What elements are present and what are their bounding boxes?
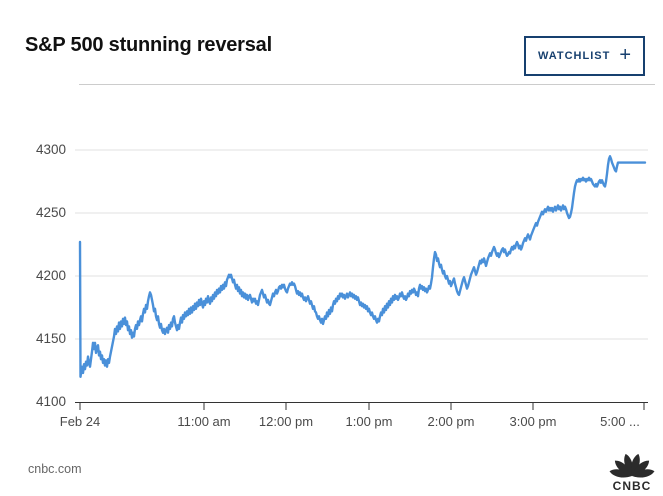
- x-axis-tick-label: 5:00 ...: [600, 414, 640, 429]
- header-divider: [79, 84, 655, 85]
- peacock-icon: [609, 453, 655, 478]
- x-axis-tick-label: 2:00 pm: [427, 414, 475, 429]
- plus-icon: +: [619, 44, 632, 66]
- source-attribution: cnbc.com: [28, 462, 82, 476]
- watchlist-button-label: WATCHLIST: [537, 50, 611, 62]
- y-axis-tick-label: 4100: [35, 394, 66, 409]
- y-axis-tick-label: 4200: [35, 268, 66, 283]
- page-title: S&P 500 stunning reversal: [25, 34, 272, 56]
- y-axis-tick-label: 4150: [35, 331, 66, 346]
- cnbc-wordmark: CNBC: [613, 479, 652, 493]
- price-line-series: [78, 155, 647, 378]
- x-axis-tick-label: 3:00 pm: [509, 414, 557, 429]
- x-axis-tick-label: Feb 24: [59, 414, 101, 429]
- y-axis-tick-label: 4300: [35, 142, 66, 157]
- watchlist-button[interactable]: WATCHLIST +: [524, 36, 645, 76]
- cnbc-logo: CNBC: [609, 453, 655, 493]
- x-axis-tick-label: 11:00 am: [177, 414, 231, 429]
- x-axis-tick-label: 12:00 pm: [258, 414, 314, 429]
- x-axis-tick-label: 1:00 pm: [345, 414, 393, 429]
- y-axis-tick-label: 4250: [35, 205, 66, 220]
